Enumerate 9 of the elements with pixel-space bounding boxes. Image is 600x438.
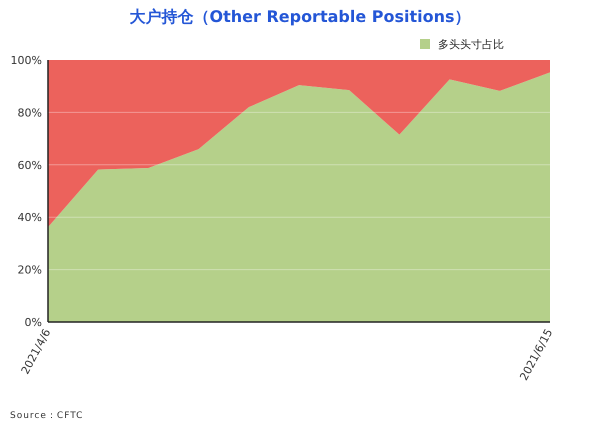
y-tick-label: 40% — [18, 211, 42, 224]
legend-label: 多头头寸占比 — [438, 38, 504, 51]
y-tick-label: 80% — [18, 106, 42, 120]
y-tick-label: 20% — [18, 264, 42, 277]
y-tick-label: 60% — [18, 158, 42, 172]
y-tick-label: 100% — [10, 54, 42, 67]
source-note: Source：CFTC — [10, 411, 84, 421]
chart-title: 大户持仓（Other Reportable Positions） — [129, 7, 471, 26]
y-tick-label: 0% — [24, 316, 42, 329]
